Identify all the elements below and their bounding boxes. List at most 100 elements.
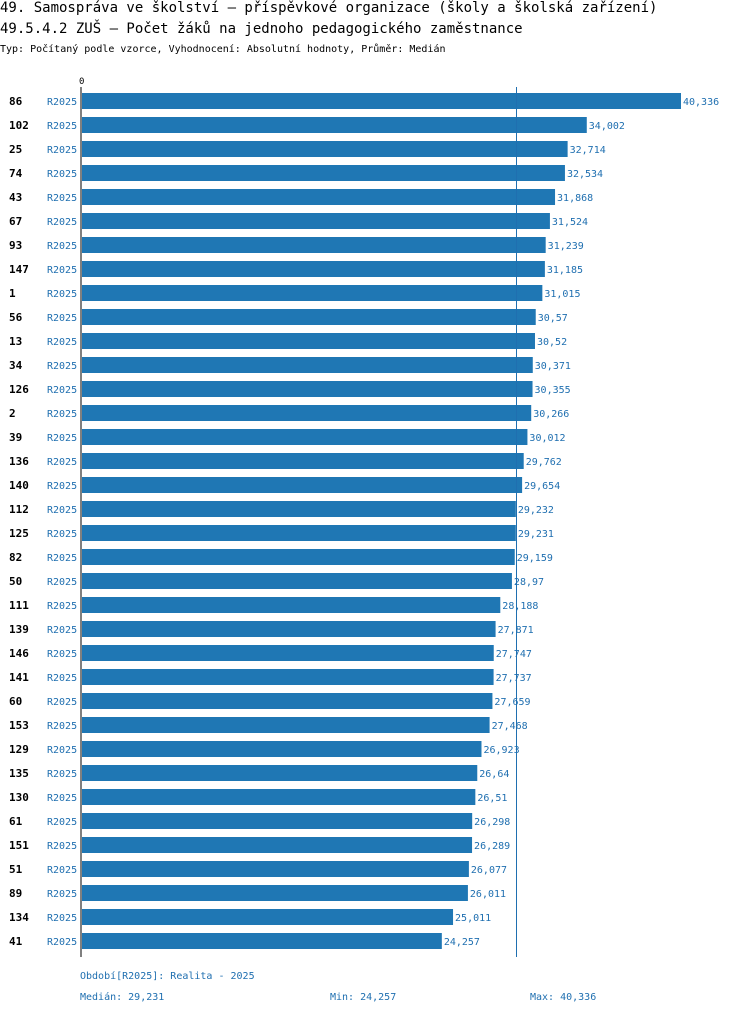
- category-label: 126: [9, 383, 29, 396]
- category-label: 112: [9, 503, 29, 516]
- series-label: R2025: [47, 409, 77, 420]
- bar-74: [82, 165, 565, 181]
- category-label: 43: [9, 191, 22, 204]
- bar-130: [82, 789, 476, 805]
- bar-136: [82, 453, 524, 469]
- category-label: 13: [9, 335, 22, 348]
- series-label: R2025: [47, 289, 77, 300]
- value-label: 30,355: [535, 385, 571, 396]
- category-label: 56: [9, 311, 23, 324]
- category-label: 74: [9, 167, 23, 180]
- category-label: 39: [9, 431, 22, 444]
- category-label: 51: [9, 863, 23, 876]
- series-label: R2025: [47, 265, 77, 276]
- series-label: R2025: [47, 721, 77, 732]
- bar-102: [82, 117, 587, 133]
- series-label: R2025: [47, 841, 77, 852]
- category-label: 111: [9, 599, 29, 612]
- bar-134: [82, 909, 454, 925]
- value-label: 31,015: [544, 289, 580, 300]
- category-label: 67: [9, 215, 22, 228]
- value-label: 27,468: [492, 721, 528, 732]
- value-label: 30,57: [538, 313, 568, 324]
- value-label: 26,298: [474, 817, 510, 828]
- category-label: 140: [9, 479, 29, 492]
- category-label: 125: [9, 527, 29, 540]
- bar-chart: 0 86 R2025 40,336 102 R2025 34,002 25 R2025 32,71…: [9, 77, 719, 957]
- category-label: 151: [9, 839, 29, 852]
- category-label: 130: [9, 791, 29, 804]
- bar-82: [82, 549, 515, 565]
- value-label: 32,714: [570, 145, 606, 156]
- series-label: R2025: [47, 697, 77, 708]
- value-label: 28,188: [502, 601, 538, 612]
- category-label: 86: [9, 95, 23, 108]
- series-label: R2025: [47, 169, 77, 180]
- bar-93: [82, 237, 546, 253]
- category-label: 25: [9, 143, 22, 156]
- footer-max: Max: 40,336: [530, 992, 597, 1003]
- value-label: 30,371: [535, 361, 571, 372]
- series-label: R2025: [47, 457, 77, 468]
- category-label: 34: [9, 359, 23, 372]
- value-label: 30,012: [529, 433, 565, 444]
- value-label: 26,289: [474, 841, 510, 852]
- bar-86: [82, 93, 681, 109]
- series-label: R2025: [47, 121, 77, 132]
- series-label: R2025: [47, 889, 77, 900]
- bar-41: [82, 933, 442, 949]
- category-label: 146: [9, 647, 29, 660]
- bar-89: [82, 885, 468, 901]
- chart-type-description: Typ: Počítaný podle vzorce, Vyhodnocení:…: [0, 44, 446, 55]
- series-label: R2025: [47, 505, 77, 516]
- bar-140: [82, 477, 523, 493]
- category-label: 136: [9, 455, 29, 468]
- series-label: R2025: [47, 553, 77, 564]
- series-label: R2025: [47, 673, 77, 684]
- bar-135: [82, 765, 478, 781]
- bar-151: [82, 837, 473, 853]
- series-label: R2025: [47, 217, 77, 228]
- axis-zero-label: 0: [79, 77, 84, 87]
- value-label: 27,871: [498, 625, 534, 636]
- value-label: 26,011: [470, 889, 506, 900]
- value-label: 28,97: [514, 577, 544, 588]
- category-label: 82: [9, 551, 22, 564]
- series-label: R2025: [47, 529, 77, 540]
- value-label: 29,762: [526, 457, 562, 468]
- series-label: R2025: [47, 337, 77, 348]
- value-label: 26,64: [479, 769, 509, 780]
- bar-141: [82, 669, 494, 685]
- bar-147: [82, 261, 545, 277]
- series-label: R2025: [47, 769, 77, 780]
- series-label: R2025: [47, 145, 77, 156]
- footer-median: Medián: 29,231: [80, 992, 165, 1003]
- footer-period: Období[R2025]: Realita - 2025: [80, 971, 255, 982]
- value-label: 26,077: [471, 865, 507, 876]
- bar-60: [82, 693, 493, 709]
- value-label: 31,524: [552, 217, 588, 228]
- bar-43: [82, 189, 556, 205]
- category-label: 50: [9, 575, 22, 588]
- category-label: 102: [9, 119, 29, 132]
- category-label: 135: [9, 767, 29, 780]
- series-label: R2025: [47, 625, 77, 636]
- value-label: 40,336: [683, 97, 719, 108]
- category-label: 2: [9, 407, 16, 420]
- series-label: R2025: [47, 577, 77, 588]
- chart-title: 49. Samospráva ve školství – příspěvkové…: [0, 0, 658, 16]
- value-label: 27,659: [494, 697, 530, 708]
- series-label: R2025: [47, 193, 77, 204]
- series-label: R2025: [47, 361, 77, 372]
- category-label: 139: [9, 623, 29, 636]
- category-label: 89: [9, 887, 22, 900]
- bar-129: [82, 741, 482, 757]
- bar-111: [82, 597, 501, 613]
- value-label: 31,239: [548, 241, 584, 252]
- bar-56: [82, 309, 536, 325]
- bar-39: [82, 429, 528, 445]
- category-label: 153: [9, 719, 29, 732]
- bar-125: [82, 525, 516, 541]
- bars-layer: [82, 93, 681, 949]
- series-label: R2025: [47, 385, 77, 396]
